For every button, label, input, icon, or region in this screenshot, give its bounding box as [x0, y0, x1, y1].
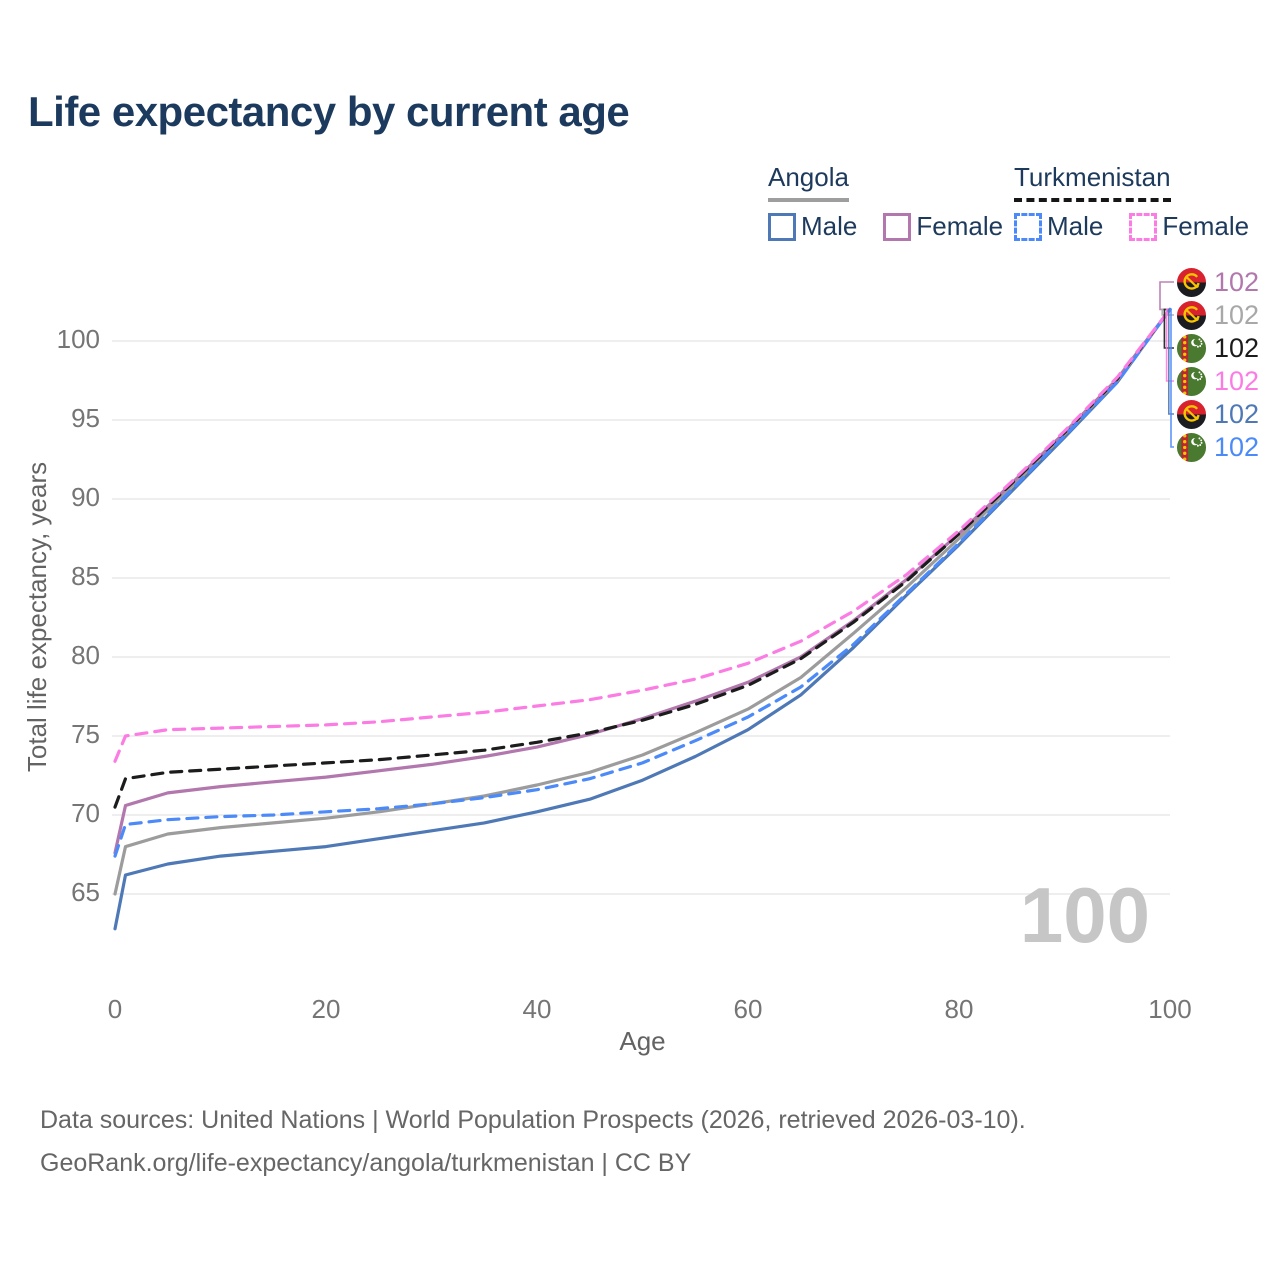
endpoint-value-angola-total: 102 — [1214, 300, 1260, 330]
series-endpoint-labels: 102 102 102 102 102 102 — [1176, 266, 1259, 464]
endpoint-value-turkmenistan-male: 102 — [1214, 432, 1260, 462]
footer: Data sources: United Nations | World Pop… — [40, 1106, 1026, 1192]
endpoint-value-angola-female: 102 — [1214, 267, 1260, 297]
endpoint-label-turkmenistan-female: 102 — [1176, 365, 1259, 398]
series-line-turkmenistan-total — [113, 307, 1172, 809]
y-axis-title: Total life expectancy, years — [22, 462, 52, 772]
endpoint-value-turkmenistan-female: 102 — [1214, 366, 1260, 396]
legend-item-turkmenistan-female[interactable]: Female — [1129, 211, 1249, 242]
leader-line-angola-female — [1159, 281, 1174, 311]
legend-country-angola[interactable]: Angola — [768, 162, 849, 202]
x-tick-label-80: 80 — [945, 994, 974, 1024]
angola-flag-icon — [1176, 267, 1207, 298]
y-tick-label-70: 70 — [71, 798, 100, 828]
legend-item-angola-female[interactable]: Female — [883, 211, 1003, 242]
turkmenistan-female-swatch-icon — [1129, 212, 1158, 241]
endpoint-label-turkmenistan-male: 102 — [1176, 431, 1259, 464]
series-line-angola-total — [113, 307, 1172, 896]
leader-line-turkmenistan-male — [1170, 308, 1174, 448]
footer-data-sources: Data sources: United Nations | World Pop… — [40, 1106, 1026, 1134]
x-axis-title: Age — [619, 1026, 665, 1056]
y-tick-label-80: 80 — [71, 640, 100, 670]
series-line-angola-male — [113, 307, 1172, 931]
x-tick-label-0: 0 — [108, 994, 122, 1024]
angola-female-swatch-icon — [883, 212, 912, 241]
series-line-angola-female — [113, 307, 1172, 855]
y-tick-label-65: 65 — [71, 877, 100, 907]
x-tick-label-100: 100 — [1148, 994, 1191, 1024]
series-line-turkmenistan-male — [113, 307, 1172, 858]
angola-flag-icon — [1176, 300, 1207, 331]
x-tick-label-20: 20 — [312, 994, 341, 1024]
angola-male-swatch-icon — [768, 212, 796, 241]
y-tick-label-90: 90 — [71, 482, 100, 512]
endpoint-label-turkmenistan-total: 102 — [1176, 332, 1259, 365]
endpoint-label-angola-total: 102 — [1176, 299, 1259, 332]
y-tick-label-85: 85 — [71, 561, 100, 591]
legend-item-turkmenistan-male[interactable]: Male — [1014, 211, 1103, 242]
endpoint-label-angola-female: 102 — [1176, 266, 1259, 299]
legend: Angola Male Female Turkmenistan Male — [0, 162, 1280, 242]
y-tick-label-100: 100 — [57, 324, 100, 354]
x-tick-label-40: 40 — [523, 994, 552, 1024]
turkmenistan-flag-icon — [1176, 432, 1207, 463]
legend-group-angola: Angola Male Female — [768, 162, 1003, 242]
endpoint-value-angola-male: 102 — [1214, 399, 1260, 429]
series-line-turkmenistan-female — [113, 307, 1172, 763]
legend-group-turkmenistan: Turkmenistan Male Female — [1014, 162, 1249, 242]
turkmenistan-male-swatch-icon — [1014, 212, 1042, 241]
turkmenistan-flag-icon — [1176, 333, 1207, 364]
age-counter-watermark: 100 — [1019, 871, 1150, 959]
endpoint-value-turkmenistan-total: 102 — [1214, 333, 1260, 363]
y-tick-label-95: 95 — [71, 403, 100, 433]
turkmenistan-flag-icon — [1176, 366, 1207, 397]
endpoint-label-angola-male: 102 — [1176, 398, 1259, 431]
footer-attribution: GeoRank.org/life-expectancy/angola/turkm… — [40, 1149, 692, 1177]
legend-item-angola-male[interactable]: Male — [768, 211, 857, 242]
angola-flag-icon — [1176, 399, 1207, 430]
legend-country-turkmenistan[interactable]: Turkmenistan — [1014, 162, 1171, 202]
x-tick-label-60: 60 — [734, 994, 763, 1024]
page-title: Life expectancy by current age — [28, 88, 630, 135]
y-tick-label-75: 75 — [71, 719, 100, 749]
